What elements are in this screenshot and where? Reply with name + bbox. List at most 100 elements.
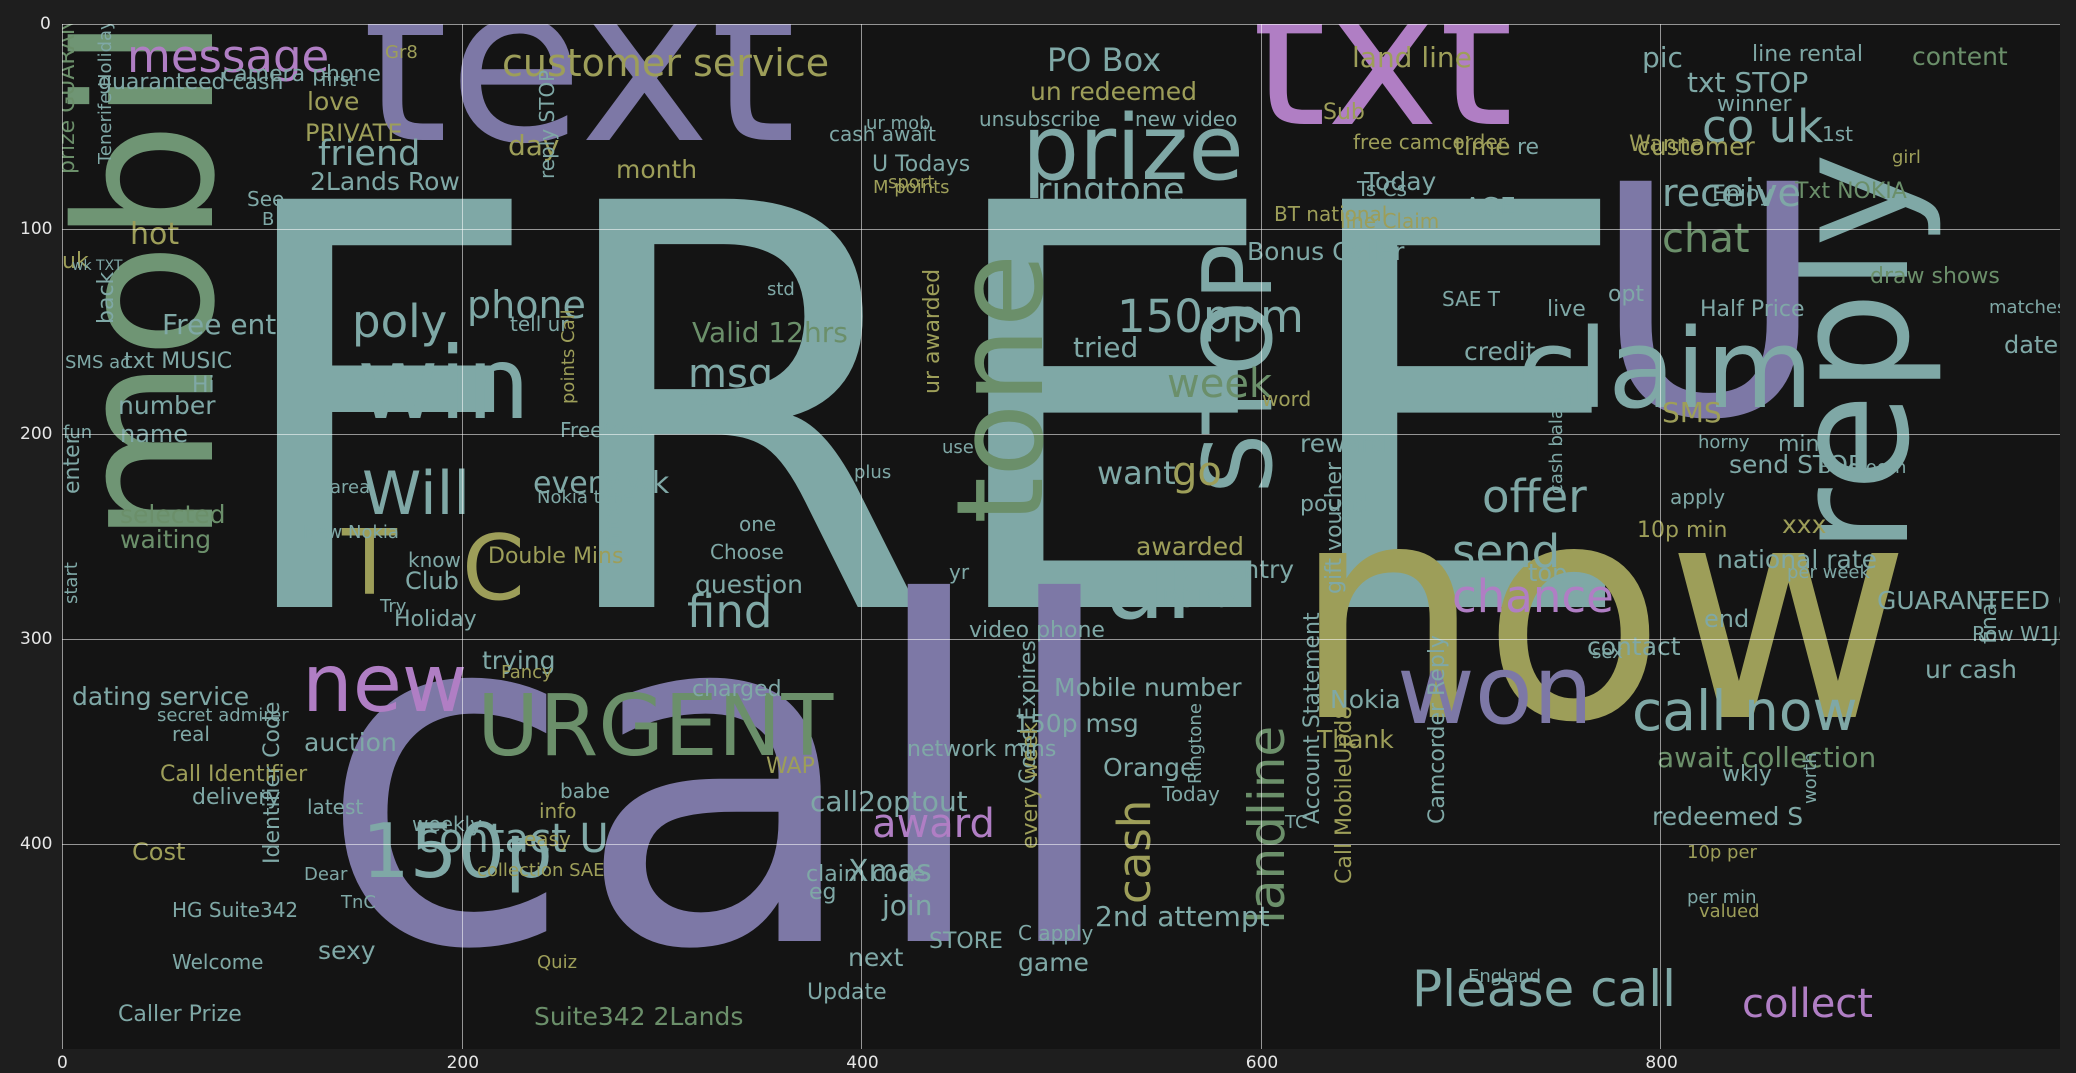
word-see: See	[247, 187, 285, 211]
word-ur: ur	[1102, 525, 1207, 642]
word-sae-t: SAE T	[1442, 287, 1500, 311]
word-holiday: Holiday	[394, 607, 477, 632]
word-back: back	[94, 271, 119, 324]
y-tick-label: 300	[20, 629, 53, 649]
word-msg: msg	[688, 351, 774, 397]
word-valued: valued	[1699, 901, 1760, 922]
word-bluetooth: Bluetooth	[1819, 457, 1907, 478]
word-reward: reward	[1300, 429, 1387, 458]
word-await-collection: await collection	[1657, 741, 1877, 774]
word-150p-msg: 150p msg	[1014, 709, 1139, 738]
word-tone: tone	[932, 253, 1071, 524]
word-c: C	[462, 516, 525, 621]
word-charged: charged	[692, 677, 782, 702]
word-chat: chat	[1662, 216, 1750, 262]
word-welcome: Welcome	[172, 950, 264, 974]
word-uk: uk	[62, 249, 89, 274]
x-tick-label: 400	[846, 1053, 879, 1073]
word-plus: plus	[854, 462, 892, 483]
word-call2optout: call2optout	[810, 785, 968, 818]
word-enjoy: Enjoy	[1712, 182, 1773, 207]
word-tc: TC	[1285, 812, 1308, 833]
word-camera-phone: camera phone	[222, 62, 381, 87]
word-txt: txt	[1252, 24, 1514, 169]
word-txt-stop: txt STOP	[1687, 66, 1809, 99]
word-new: new	[302, 637, 468, 730]
word-txt-nokia: Txt NOKIA	[1795, 179, 1907, 204]
word-customer: customer	[1637, 132, 1755, 161]
x-tick-label: 600	[1245, 1053, 1279, 1073]
word-number: number	[118, 391, 216, 420]
word-wanna: Wanna	[1629, 132, 1705, 157]
word-age: AGE	[1464, 192, 1516, 221]
word-half-price: Half Price	[1700, 297, 1805, 322]
word-pic: pic	[1642, 41, 1683, 74]
word-quiz: Quiz	[537, 952, 578, 973]
word-update: Update	[807, 980, 887, 1005]
word-go: go	[1172, 449, 1222, 495]
word-area: area	[330, 477, 371, 498]
word-message: message	[127, 30, 330, 83]
word-orange: Orange	[1103, 753, 1196, 782]
word-poly: poly	[352, 295, 448, 348]
word-points-call: points Call	[558, 309, 579, 404]
word-real: real	[172, 722, 210, 746]
word-call-mobileupd8: Call MobileUpd8	[1332, 705, 1357, 884]
word-call-identifier: Call Identifier	[160, 762, 308, 787]
word-txt-music: txt MUSIC	[124, 349, 233, 374]
word-claim-code: claim code	[806, 862, 926, 887]
y-tick-label: 400	[20, 834, 53, 854]
word-horny: horny	[1698, 432, 1750, 453]
word-every-wk: every wk	[533, 466, 670, 501]
word-hg-suite342: HG Suite342	[172, 898, 299, 922]
word-offer: offer	[1482, 470, 1587, 523]
word-apply: apply	[1670, 485, 1726, 509]
word-find: find	[687, 585, 773, 638]
word-try: Try	[380, 596, 407, 617]
word-yr: yr	[949, 560, 970, 584]
word-selected: selected	[120, 500, 226, 529]
word-cash: cash	[1108, 799, 1161, 904]
word-draw-shows: draw shows	[1870, 264, 2000, 289]
word-start: start	[62, 562, 82, 604]
word-week: week	[1167, 361, 1273, 407]
word-awarded: awarded	[1136, 532, 1245, 561]
word-150p: 150p	[362, 807, 553, 895]
word-service: service	[697, 387, 776, 412]
word-prize-guaranteed: prize GUARANTEED	[62, 24, 80, 174]
word-join: join	[882, 889, 933, 922]
word-friend: friend	[318, 134, 421, 174]
word-free-camcorder: free camcorder	[1353, 130, 1506, 154]
word-contact: contact	[1587, 632, 1681, 661]
word-sms: SMS	[1662, 396, 1722, 429]
word-word: word	[1262, 387, 1312, 411]
word-redeemed-s: redeemed S	[1652, 802, 1804, 831]
word-auction: auction	[304, 728, 397, 757]
word-caller-prize: Caller Prize	[118, 1002, 242, 1027]
word-waiting: waiting	[120, 525, 212, 554]
word-send-stop: send STOP	[1729, 450, 1863, 479]
word-ur-awarded: ur awarded	[920, 268, 945, 394]
word-un-redeemed: un redeemed	[1030, 77, 1197, 106]
word-per-week: per week	[1787, 562, 1870, 583]
word-fancy: Fancy	[501, 662, 553, 683]
word-min: min	[1778, 432, 1820, 457]
word-ringtone: ringtone	[1037, 171, 1185, 211]
word-pound: pound	[1300, 492, 1370, 517]
word-want: want	[1097, 454, 1176, 492]
word-sexy: sexy	[318, 936, 376, 965]
y-tick-label: 100	[20, 219, 53, 239]
y-grid-line	[62, 639, 2060, 640]
word-mobile-number: Mobile number	[1054, 673, 1242, 702]
word-network-mins: network mins	[907, 737, 1057, 762]
y-grid-line	[62, 844, 2060, 845]
word-first: first	[321, 70, 357, 91]
word-video-phone: video phone	[969, 618, 1105, 643]
word-m-points: M points	[873, 177, 950, 198]
x-grid-line	[1660, 24, 1662, 1049]
word-choose: Choose	[710, 540, 784, 564]
word-today: Today	[1162, 782, 1220, 806]
word-content: content	[1912, 42, 2008, 71]
word-u-todays: U Todays	[872, 152, 971, 177]
word-suite342-2lands: Suite342 2Lands	[534, 1002, 744, 1031]
